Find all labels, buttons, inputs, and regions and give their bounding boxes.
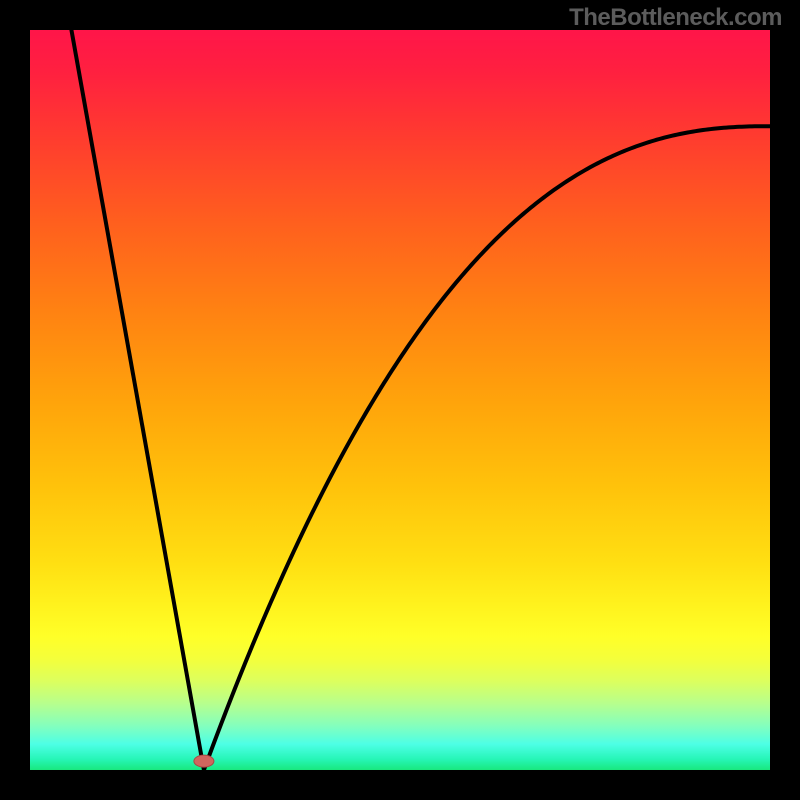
plot-area (30, 30, 770, 770)
vertex-marker (30, 30, 770, 770)
watermark-text: TheBottleneck.com (569, 4, 782, 32)
chart-frame: TheBottleneck.com (0, 0, 800, 800)
